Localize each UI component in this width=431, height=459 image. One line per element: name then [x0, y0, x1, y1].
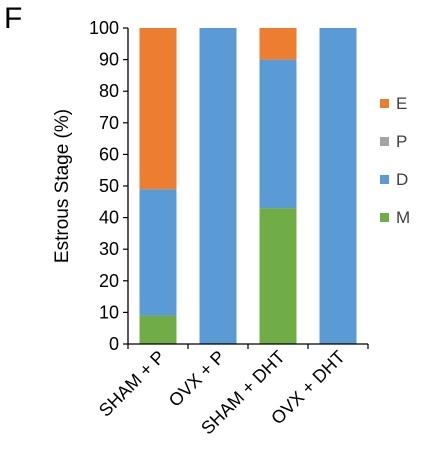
y-ticks-group: 0 10 20 30 40 50 60 70 80 90 100 — [89, 18, 128, 354]
legend-label-m: M — [396, 208, 410, 227]
y-tick-label: 60 — [99, 144, 119, 164]
bar-d-2 — [199, 28, 237, 344]
legend-label-p: P — [396, 132, 407, 151]
bar-e-1 — [139, 28, 177, 190]
y-tick-label: 50 — [99, 176, 119, 196]
x-tick-label: SHAM + P — [95, 347, 169, 421]
bar-d-4 — [319, 28, 357, 344]
legend-swatch-e — [380, 99, 389, 108]
legend-label-e: E — [396, 94, 407, 113]
bars-group — [139, 28, 357, 344]
y-tick-label: 0 — [109, 334, 119, 354]
bar-m-1 — [139, 315, 177, 344]
y-tick-label: 10 — [99, 302, 119, 322]
panel-label: F — [4, 2, 23, 35]
legend-swatch-d — [380, 175, 389, 184]
bar-d-1 — [139, 189, 177, 316]
y-tick-label: 100 — [89, 18, 119, 38]
legend-swatch-m — [380, 213, 389, 222]
bar-d-3 — [259, 59, 297, 209]
y-tick-label: 20 — [99, 271, 119, 291]
y-tick-label: 90 — [99, 50, 119, 70]
y-tick-label: 40 — [99, 208, 119, 228]
legend-label-d: D — [396, 170, 408, 189]
bar-e-3 — [259, 28, 297, 60]
bar-m-3 — [259, 208, 297, 344]
y-tick-label: 30 — [99, 239, 119, 259]
legend-swatch-p — [380, 137, 389, 146]
y-tick-label: 80 — [99, 81, 119, 101]
y-axis-label: Estrous Stage (%) — [52, 109, 73, 263]
y-tick-label: 70 — [99, 113, 119, 133]
